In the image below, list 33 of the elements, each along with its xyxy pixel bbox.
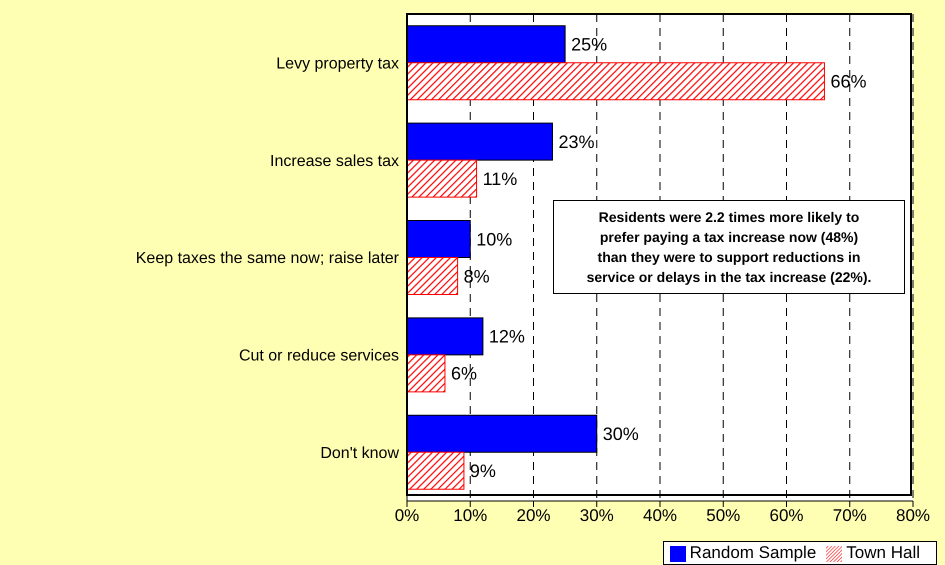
- legend-label: Town Hall: [846, 543, 920, 562]
- bar: [407, 452, 464, 490]
- bar: [407, 25, 566, 64]
- y-tick-label: Keep taxes the same now; raise later: [136, 250, 400, 268]
- data-label: 12%: [488, 326, 525, 347]
- x-tick-label: 30%: [580, 506, 614, 526]
- legend-label: Random Sample: [690, 543, 816, 562]
- y-tick-label: Levy property tax: [276, 55, 399, 72]
- x-tick-label: 0%: [394, 506, 420, 526]
- bar: [407, 160, 478, 198]
- data-label: 25%: [571, 34, 608, 54]
- bar: [407, 354, 446, 392]
- y-tick-label: Don't know: [320, 444, 400, 462]
- y-tick-label: Increase sales tax: [270, 152, 399, 170]
- x-tick-label: 10%: [453, 506, 488, 526]
- x-tick-label: 80%: [896, 506, 930, 526]
- y-tick-label: Cut or reduce services: [238, 348, 399, 365]
- bar: [407, 62, 825, 100]
- data-label: 10%: [476, 229, 512, 250]
- note-box: Residents were 2.2 times more likely to prefer paying a tax increase now (48%) than they were to support reductions in service or delays in the tax increase (22%).: [553, 200, 905, 294]
- data-label: 30%: [602, 424, 639, 444]
- data-label: 23%: [558, 132, 595, 152]
- x-tick-label: 40%: [642, 506, 678, 526]
- x-tick-label: 20%: [516, 506, 551, 526]
- data-label: 8%: [464, 266, 490, 286]
- bar: [407, 256, 458, 295]
- data-label: 11%: [482, 168, 518, 189]
- x-tick-label: 50%: [706, 506, 740, 526]
- data-label: 66%: [830, 71, 866, 92]
- data-label: 6%: [450, 364, 477, 384]
- x-tick-label: 60%: [769, 506, 804, 526]
- data-label: 9%: [470, 461, 496, 482]
- x-tick-label: 70%: [832, 506, 867, 526]
